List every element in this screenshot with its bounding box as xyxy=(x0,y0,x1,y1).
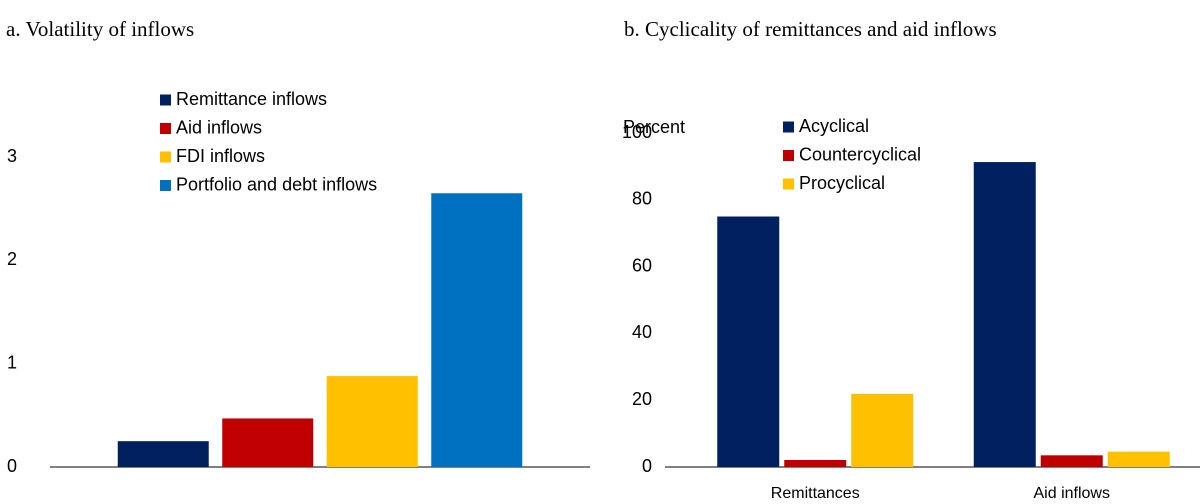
legend-label: Remittance inflows xyxy=(176,89,327,109)
y-tick-label: 60 xyxy=(632,255,652,275)
bar xyxy=(717,216,780,467)
bar xyxy=(431,193,523,467)
legend-swatch xyxy=(783,178,794,190)
y-tick-label: 0 xyxy=(7,456,17,476)
legend-label: Acyclical xyxy=(799,116,869,136)
legend-swatch xyxy=(160,151,171,163)
bar xyxy=(222,418,314,467)
bar xyxy=(784,459,847,467)
bar xyxy=(117,441,209,467)
legend-swatch xyxy=(783,121,794,133)
chart-title: a. Volatility of inflows xyxy=(6,17,194,41)
y-tick-label: 100 xyxy=(622,122,652,142)
y-tick-label: 40 xyxy=(632,322,652,342)
y-tick-label: 0 xyxy=(642,456,652,476)
x-tick-label: Aid inflows xyxy=(1034,485,1110,502)
bar xyxy=(851,393,914,467)
legend-label: Portfolio and debt inflows xyxy=(176,174,377,194)
legend-label: Procyclical xyxy=(799,173,885,193)
y-tick-label: 80 xyxy=(632,189,652,209)
bar xyxy=(326,376,418,467)
y-tick-label: 3 xyxy=(7,146,17,166)
legend-swatch xyxy=(160,94,171,106)
y-tick-label: 20 xyxy=(632,389,652,409)
legend-swatch xyxy=(160,180,171,191)
legend-label: FDI inflows xyxy=(176,146,265,166)
bar xyxy=(1040,455,1103,467)
legend-swatch xyxy=(160,123,171,134)
chart-title: b. Cyclicality of remittances and aid in… xyxy=(624,17,997,41)
bar xyxy=(1107,451,1170,467)
legend-swatch xyxy=(783,150,794,161)
legend-label: Aid inflows xyxy=(176,117,262,137)
x-tick-label: Remittances xyxy=(771,485,860,502)
y-axis-label: Percent xyxy=(623,117,685,137)
legend-label: Countercyclical xyxy=(799,144,921,164)
bar xyxy=(973,162,1036,468)
y-tick-label: 2 xyxy=(7,249,17,269)
y-tick-label: 1 xyxy=(7,352,17,372)
